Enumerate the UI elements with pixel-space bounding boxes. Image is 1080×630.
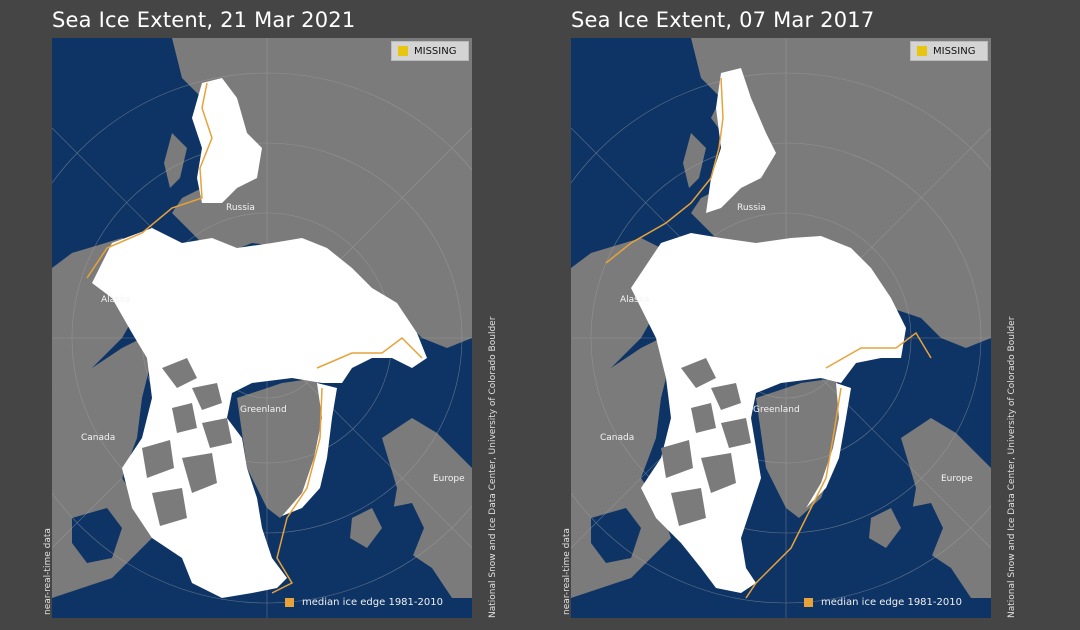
sea-ice-extent	[706, 68, 776, 213]
sea-ice-map	[52, 38, 472, 618]
map-title: Sea Ice Extent, 07 Mar 2017	[571, 8, 875, 32]
sea-ice-extent	[806, 383, 851, 508]
label-alaska: Alaska	[101, 295, 131, 305]
label-alaska: Alaska	[620, 295, 650, 305]
label-europe: Europe	[941, 474, 973, 484]
label-europe: Europe	[433, 474, 465, 484]
missing-legend: MISSING	[391, 41, 469, 61]
credit-bottom: near-real-time data	[562, 528, 572, 615]
label-russia: Russia	[737, 203, 766, 213]
missing-swatch-icon	[917, 46, 927, 56]
label-greenland: Greenland	[753, 405, 800, 415]
median-swatch-icon	[804, 598, 813, 607]
median-legend: median ice edge 1981-2010	[804, 597, 962, 608]
median-label: median ice edge 1981-2010	[302, 597, 443, 608]
sea-ice-extent	[192, 78, 262, 203]
map-title: Sea Ice Extent, 21 Mar 2021	[52, 8, 356, 32]
missing-legend: MISSING	[910, 41, 988, 61]
sea-ice-extent	[282, 383, 337, 516]
label-greenland: Greenland	[240, 405, 287, 415]
panel-2021: Sea Ice Extent, 21 Mar 2021 MISSING medi…	[0, 0, 498, 630]
missing-label: MISSING	[414, 45, 457, 57]
label-canada: Canada	[81, 433, 116, 443]
median-legend: median ice edge 1981-2010	[285, 597, 443, 608]
median-label: median ice edge 1981-2010	[821, 597, 962, 608]
median-ice-edge	[605, 77, 932, 599]
credit-bottom: near-real-time data	[43, 528, 53, 615]
median-ice-edge	[86, 82, 423, 594]
label-russia: Russia	[226, 203, 255, 213]
median-swatch-icon	[285, 598, 294, 607]
missing-swatch-icon	[398, 46, 408, 56]
sea-ice-map	[571, 38, 991, 618]
label-canada: Canada	[600, 433, 635, 443]
credit-side: National Snow and Ice Data Center, Unive…	[1007, 316, 1017, 618]
missing-label: MISSING	[933, 45, 976, 57]
credit-side: National Snow and Ice Data Center, Unive…	[488, 316, 498, 618]
panel-2017: Sea Ice Extent, 07 Mar 2017 MISSING medi…	[519, 0, 1017, 630]
